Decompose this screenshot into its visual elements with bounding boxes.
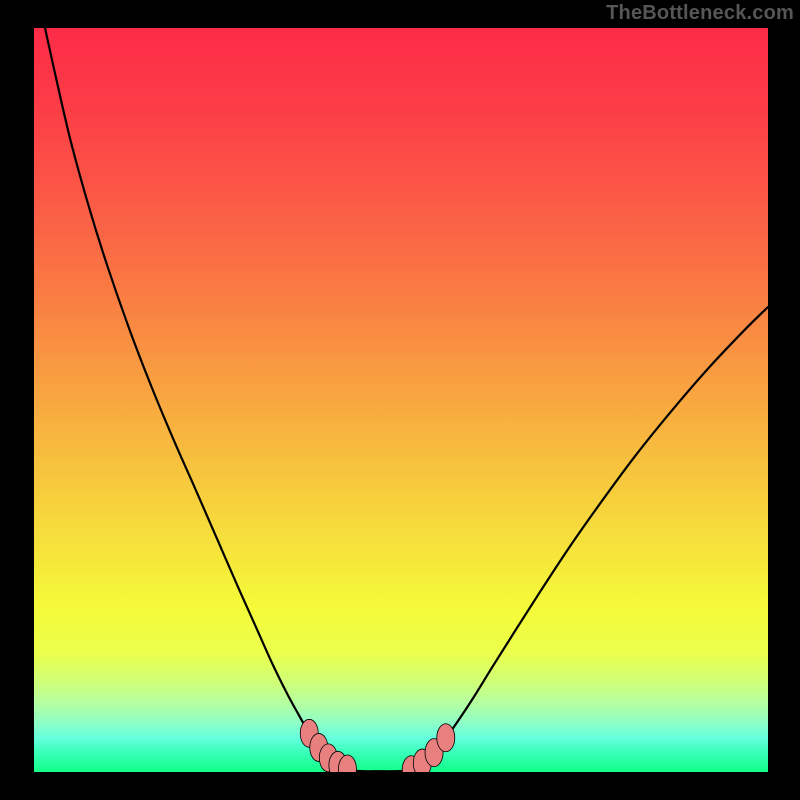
bottleneck-curve — [45, 28, 768, 771]
chart-stage: TheBottleneck.com — [0, 0, 800, 800]
watermark-text: TheBottleneck.com — [606, 2, 794, 25]
bead — [437, 724, 455, 752]
curve-layer — [34, 28, 768, 772]
beads-group — [300, 719, 455, 772]
plot-area — [34, 28, 768, 772]
